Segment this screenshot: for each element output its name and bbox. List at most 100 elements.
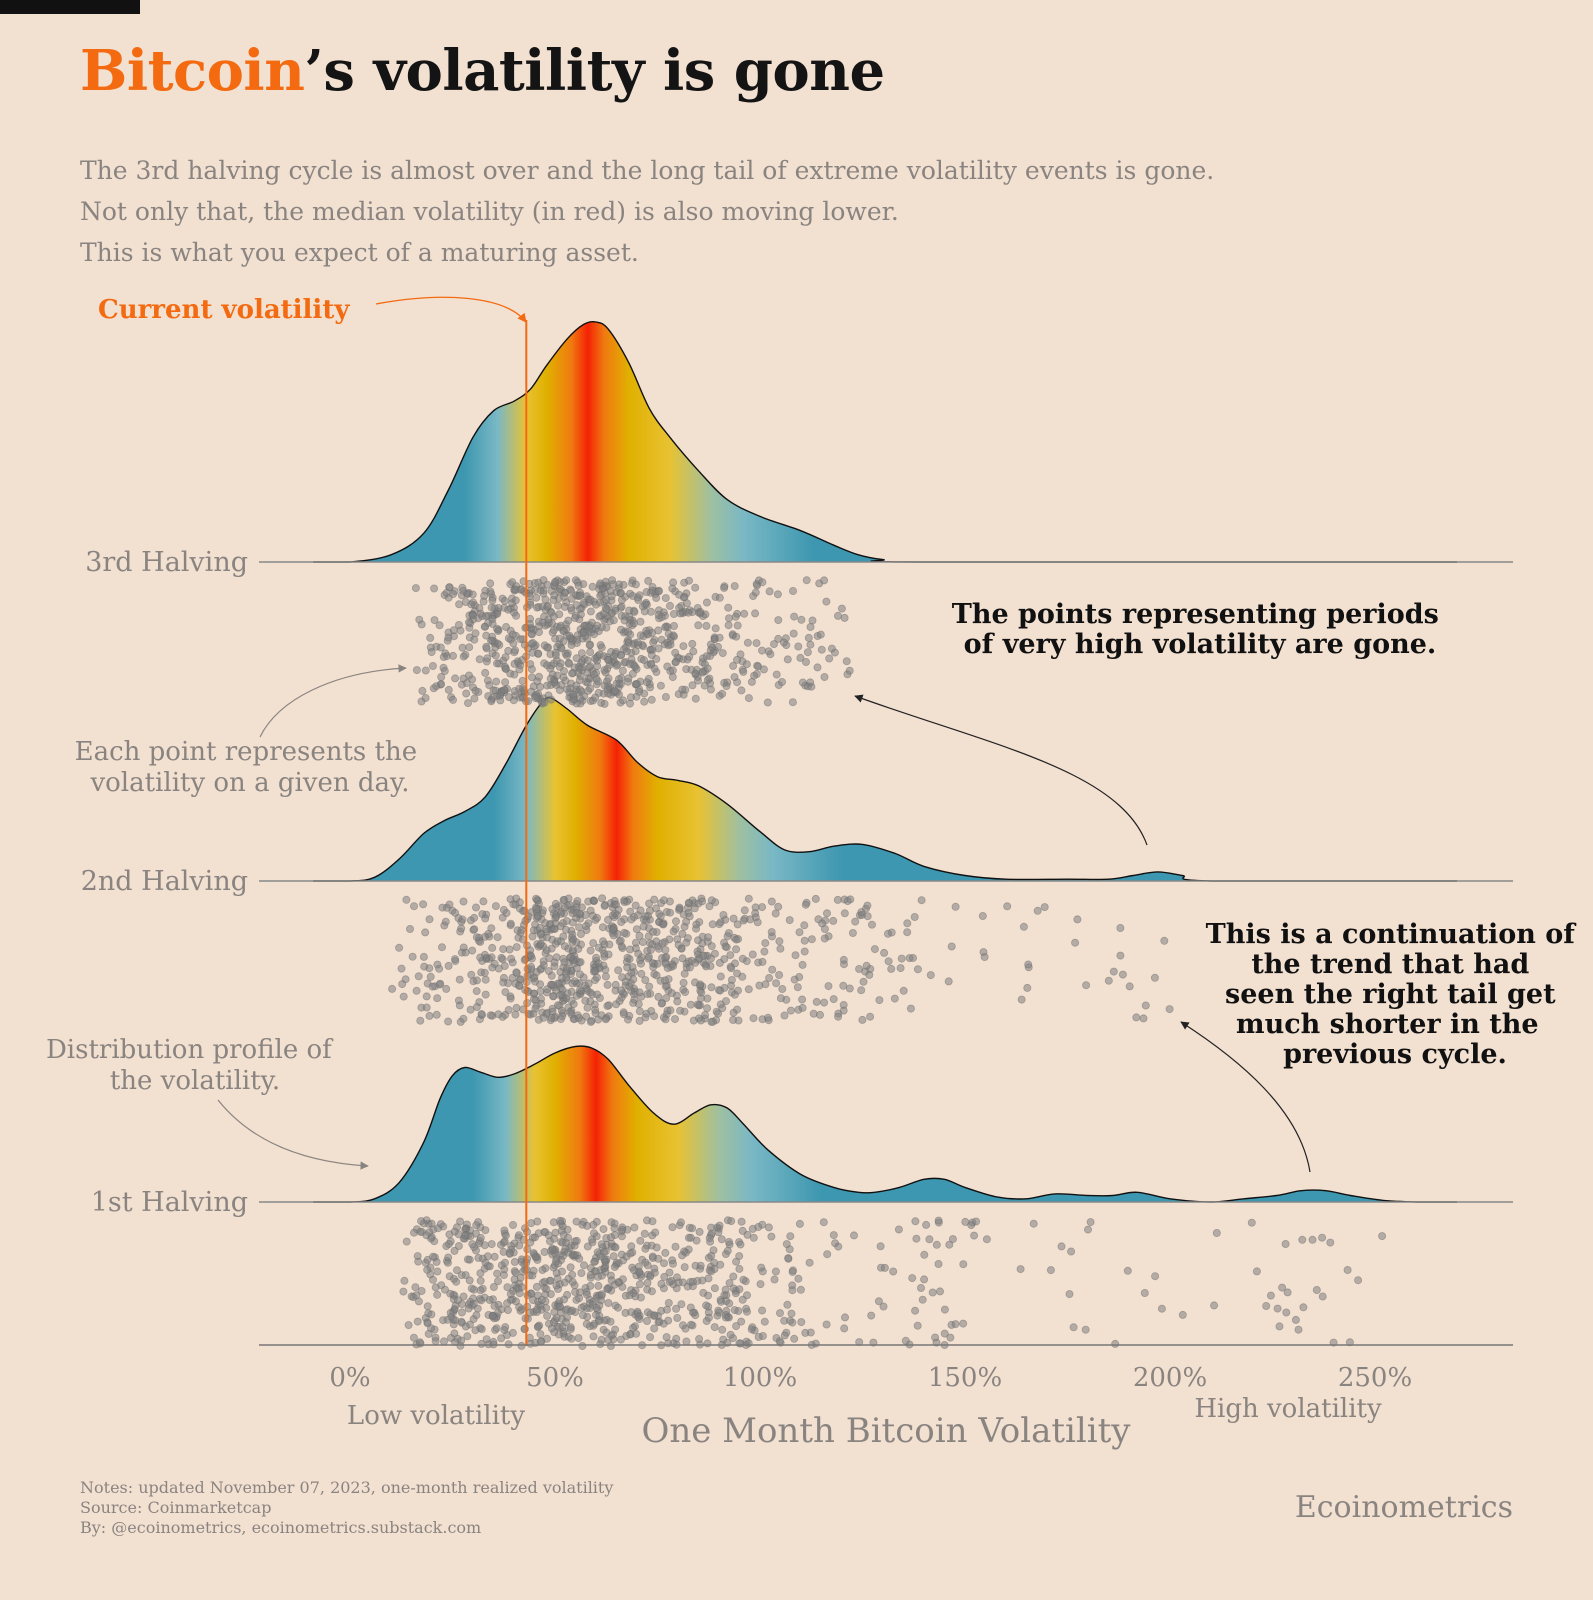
daily-volatility-point bbox=[845, 984, 854, 993]
daily-volatility-point bbox=[708, 643, 717, 652]
daily-volatility-point bbox=[609, 925, 618, 934]
daily-volatility-point bbox=[470, 635, 479, 644]
daily-volatility-point bbox=[560, 667, 569, 676]
daily-volatility-point bbox=[797, 615, 806, 624]
daily-volatility-point bbox=[875, 996, 884, 1005]
daily-volatility-point bbox=[774, 902, 783, 911]
daily-volatility-point bbox=[890, 994, 899, 1003]
daily-volatility-point bbox=[668, 584, 677, 593]
daily-volatility-point bbox=[491, 651, 500, 660]
daily-volatility-point bbox=[654, 587, 663, 596]
daily-volatility-point bbox=[572, 601, 581, 610]
daily-volatility-point bbox=[707, 942, 716, 951]
daily-volatility-point bbox=[477, 1296, 486, 1305]
daily-volatility-point bbox=[640, 1229, 649, 1238]
daily-volatility-point bbox=[452, 1266, 461, 1275]
daily-volatility-point bbox=[491, 643, 500, 652]
daily-volatility-point bbox=[589, 939, 598, 948]
daily-volatility-point bbox=[444, 1253, 453, 1262]
daily-volatility-point bbox=[1024, 960, 1033, 969]
daily-volatility-point bbox=[481, 990, 490, 999]
daily-volatility-point bbox=[437, 943, 446, 952]
daily-volatility-point bbox=[687, 1320, 696, 1329]
daily-volatility-point bbox=[466, 1005, 475, 1014]
daily-volatility-point bbox=[576, 685, 585, 694]
daily-volatility-point bbox=[841, 1313, 850, 1322]
daily-volatility-point bbox=[542, 1285, 551, 1294]
daily-volatility-point bbox=[501, 678, 510, 687]
daily-volatility-point bbox=[654, 944, 663, 953]
daily-volatility-point bbox=[442, 588, 451, 597]
daily-volatility-point bbox=[790, 975, 799, 984]
daily-volatility-point bbox=[758, 578, 767, 587]
daily-volatility-point bbox=[499, 905, 508, 914]
daily-volatility-point bbox=[666, 1006, 675, 1015]
daily-volatility-point bbox=[485, 1296, 494, 1305]
daily-volatility-point bbox=[563, 1248, 572, 1257]
daily-volatility-point bbox=[440, 1285, 449, 1294]
daily-volatility-point bbox=[775, 937, 784, 946]
daily-volatility-point bbox=[696, 1016, 705, 1025]
title-rest: ’s volatility is gone bbox=[304, 38, 885, 104]
x-tick-label: 250% bbox=[1338, 1363, 1412, 1393]
daily-volatility-point bbox=[471, 686, 480, 695]
daily-volatility-point bbox=[1132, 1013, 1141, 1022]
daily-volatility-point bbox=[1109, 967, 1118, 976]
daily-volatility-point bbox=[805, 1258, 814, 1267]
daily-volatility-point bbox=[604, 1299, 613, 1308]
daily-volatility-point bbox=[493, 933, 502, 942]
daily-volatility-point bbox=[419, 900, 428, 909]
daily-volatility-point bbox=[500, 596, 509, 605]
daily-volatility-point bbox=[468, 611, 477, 620]
daily-volatility-point bbox=[820, 934, 829, 943]
ridge-fill bbox=[313, 697, 1458, 881]
daily-volatility-point bbox=[442, 984, 451, 993]
daily-volatility-point bbox=[1086, 1218, 1095, 1227]
daily-volatility-point bbox=[551, 919, 560, 928]
daily-volatility-point bbox=[666, 640, 675, 649]
daily-volatility-point bbox=[653, 959, 662, 968]
ridge-fill bbox=[313, 1046, 1458, 1202]
daily-volatility-point bbox=[614, 966, 623, 975]
daily-volatility-point bbox=[572, 1217, 581, 1226]
daily-volatility-point bbox=[661, 946, 670, 955]
daily-volatility-point bbox=[669, 927, 678, 936]
daily-volatility-point bbox=[600, 1255, 609, 1264]
daily-volatility-point bbox=[511, 585, 520, 594]
daily-volatility-point bbox=[419, 952, 428, 961]
daily-volatility-point bbox=[609, 616, 618, 625]
daily-volatility-point bbox=[602, 605, 611, 614]
daily-volatility-point bbox=[488, 636, 497, 645]
daily-volatility-point bbox=[544, 615, 553, 624]
daily-volatility-point bbox=[578, 1342, 587, 1351]
daily-volatility-point bbox=[527, 962, 536, 971]
daily-volatility-point bbox=[555, 610, 564, 619]
daily-volatility-point bbox=[626, 1249, 635, 1258]
daily-volatility-point bbox=[636, 631, 645, 640]
daily-volatility-point bbox=[511, 596, 520, 605]
daily-volatility-point bbox=[758, 1306, 767, 1315]
daily-volatility-point bbox=[868, 920, 877, 929]
daily-volatility-point bbox=[621, 977, 630, 986]
daily-volatility-point bbox=[584, 674, 593, 683]
daily-volatility-point bbox=[620, 898, 629, 907]
daily-volatility-point bbox=[482, 631, 491, 640]
subtitle: The 3rd halving cycle is almost over and… bbox=[80, 150, 1214, 273]
daily-volatility-point bbox=[476, 1269, 485, 1278]
subtitle-line: The 3rd halving cycle is almost over and… bbox=[80, 156, 1215, 185]
daily-volatility-point bbox=[404, 1321, 413, 1330]
daily-volatility-point bbox=[951, 1320, 960, 1329]
daily-volatility-point bbox=[440, 667, 449, 676]
daily-volatility-point bbox=[756, 1280, 765, 1289]
daily-volatility-point bbox=[702, 621, 711, 630]
daily-volatility-point bbox=[494, 964, 503, 973]
daily-volatility-point bbox=[597, 643, 606, 652]
daily-volatility-point bbox=[426, 972, 435, 981]
daily-volatility-point bbox=[851, 917, 860, 926]
daily-volatility-point bbox=[945, 1240, 954, 1249]
daily-volatility-point bbox=[617, 918, 626, 927]
daily-volatility-point bbox=[693, 947, 702, 956]
trend-line: the trend that had bbox=[1251, 949, 1529, 980]
daily-volatility-point bbox=[632, 1329, 641, 1338]
daily-volatility-point bbox=[588, 990, 597, 999]
